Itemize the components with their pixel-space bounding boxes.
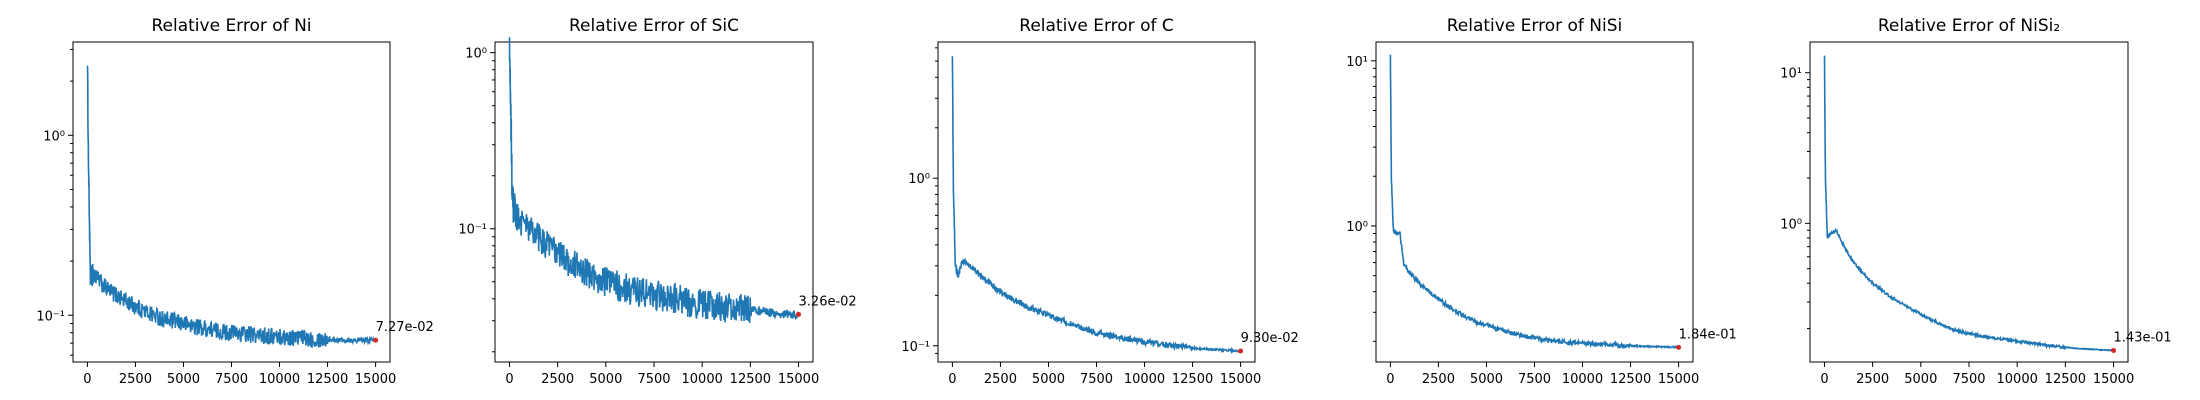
y-tick-label: 10⁰ <box>1780 217 1802 232</box>
x-tick-label: 7500 <box>637 372 670 387</box>
x-tick-label: 15000 <box>1220 372 1261 387</box>
subplot-title: Relative Error of Ni <box>151 16 311 36</box>
final-value-label: 3.26e-02 <box>799 294 857 309</box>
x-tick-label: 15000 <box>778 372 819 387</box>
axes-frame <box>937 41 1256 363</box>
final-value-label: 7.27e-02 <box>376 320 434 335</box>
x-tick-label: 12500 <box>1172 372 1213 387</box>
x-tick-label: 15000 <box>355 372 396 387</box>
x-tick-label: 5000 <box>589 372 622 387</box>
x-tick-label: 10000 <box>1562 372 1603 387</box>
x-tick-label: 2500 <box>1422 372 1455 387</box>
x-tick-label: 7500 <box>215 372 248 387</box>
x-tick-label: 2500 <box>119 372 152 387</box>
y-tick-label: 10¹ <box>1780 67 1802 82</box>
x-tick-label: 0 <box>505 372 513 387</box>
y-tick-label: 10⁰ <box>465 47 487 62</box>
error-series-line <box>86 65 377 348</box>
x-tick-label: 10000 <box>1124 372 1165 387</box>
error-series-line <box>508 37 800 323</box>
x-tick-label: 5000 <box>1904 372 1937 387</box>
x-tick-label: 12500 <box>307 372 348 387</box>
x-tick-label: 0 <box>1820 372 1828 387</box>
error-series-line <box>1389 54 1680 350</box>
x-tick-label: 7500 <box>1080 372 1113 387</box>
x-tick-label: 2500 <box>541 372 574 387</box>
subplot-title: Relative Error of C <box>1019 16 1173 36</box>
subplot-1: Relative Error of Ni 0 2500 5000 7500 10000 12… <box>36 16 433 387</box>
final-point-marker <box>796 311 802 317</box>
x-tick-label: 15000 <box>1658 372 1699 387</box>
subplot-title: Relative Error of SiC <box>569 16 739 36</box>
axes-frame <box>1809 41 2129 363</box>
subplot-title: Relative Error of NiSi₂ <box>1878 16 2060 36</box>
final-value-label: 1.84e-01 <box>1679 327 1737 342</box>
x-tick-label: 10000 <box>1997 372 2038 387</box>
subplot-2: Relative Error of SiC 0 2500 5000 7500 10000 1… <box>458 16 856 387</box>
x-tick-label: 2500 <box>984 372 1017 387</box>
final-point-marker <box>2111 348 2117 354</box>
axes-frame <box>494 41 814 363</box>
y-tick-label: 10⁻¹ <box>458 223 487 238</box>
x-tick-label: 7500 <box>1952 372 1985 387</box>
x-tick-label: 10000 <box>259 372 300 387</box>
final-point-marker <box>373 337 379 343</box>
x-tick-label: 10000 <box>682 372 723 387</box>
error-series-line <box>1823 55 2114 352</box>
error-series-line <box>951 56 1242 355</box>
subplot-5: Relative Error of NiSi₂ 0 2500 5000 7500 1000… <box>1780 16 2171 387</box>
x-tick-label: 15000 <box>2093 372 2134 387</box>
x-tick-label: 2500 <box>1856 372 1889 387</box>
y-tick-label: 10⁰ <box>43 129 65 144</box>
subplot-title: Relative Error of NiSi <box>1447 16 1623 36</box>
final-point-marker <box>1238 348 1244 354</box>
final-value-label: 1.43e-01 <box>2114 331 2172 346</box>
axes-frame <box>1375 41 1694 363</box>
x-tick-label: 0 <box>948 372 956 387</box>
subplot-4: Relative Error of NiSi 0 2500 5000 7500 10000… <box>1346 16 1737 387</box>
final-point-marker <box>1676 344 1682 350</box>
x-tick-label: 12500 <box>2045 372 2086 387</box>
y-tick-label: 10⁻¹ <box>901 340 930 355</box>
y-tick-label: 10⁰ <box>908 172 930 187</box>
x-tick-label: 0 <box>83 372 91 387</box>
subplot-3: Relative Error of C 0 2500 5000 7500 10000 125… <box>901 16 1298 387</box>
y-tick-label: 10⁻¹ <box>36 309 65 324</box>
axes-frame <box>72 41 391 363</box>
x-tick-label: 5000 <box>167 372 200 387</box>
x-tick-label: 7500 <box>1518 372 1551 387</box>
y-tick-label: 10⁰ <box>1346 220 1368 235</box>
x-tick-label: 5000 <box>1032 372 1065 387</box>
x-tick-label: 12500 <box>730 372 771 387</box>
x-tick-label: 5000 <box>1470 372 1503 387</box>
x-tick-label: 0 <box>1386 372 1394 387</box>
x-tick-label: 12500 <box>1610 372 1651 387</box>
final-value-label: 9.30e-02 <box>1241 331 1299 346</box>
y-tick-label: 10¹ <box>1346 55 1368 70</box>
